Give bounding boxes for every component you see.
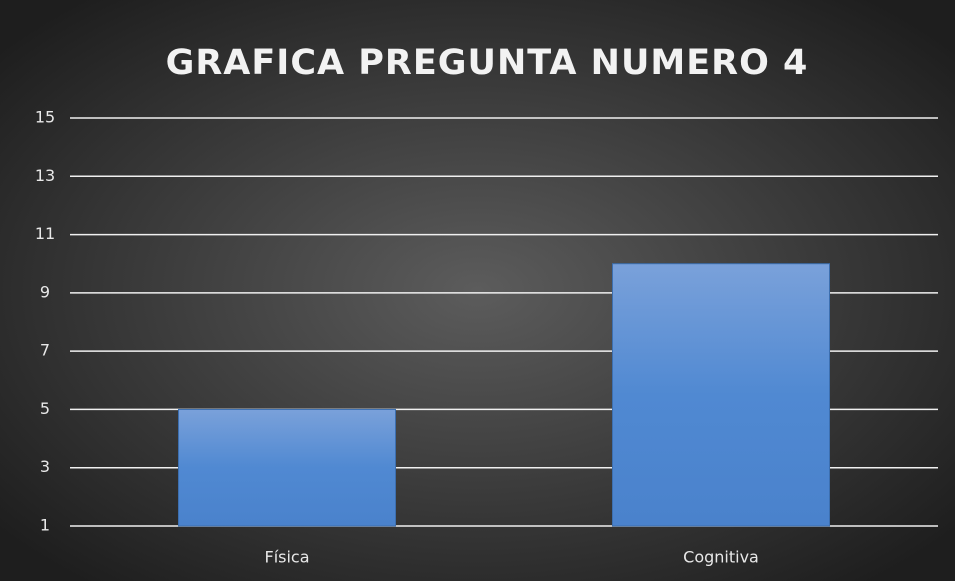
y-tick-label: 15 [35, 108, 55, 127]
y-tick-label: 13 [35, 166, 55, 185]
bar [612, 263, 830, 527]
y-tick-label: 7 [40, 341, 50, 360]
y-tick-label: 3 [40, 457, 50, 476]
bar [178, 408, 396, 527]
y-tick-label: 11 [35, 224, 55, 243]
chart-title: GRAFICA PREGUNTA NUMERO 4 [166, 43, 809, 83]
y-tick-label: 5 [40, 399, 50, 418]
y-tick-label: 1 [40, 516, 50, 535]
y-tick-label: 9 [40, 282, 50, 301]
x-tick-label: Física [264, 548, 309, 567]
x-tick-label: Cognitiva [683, 548, 759, 567]
